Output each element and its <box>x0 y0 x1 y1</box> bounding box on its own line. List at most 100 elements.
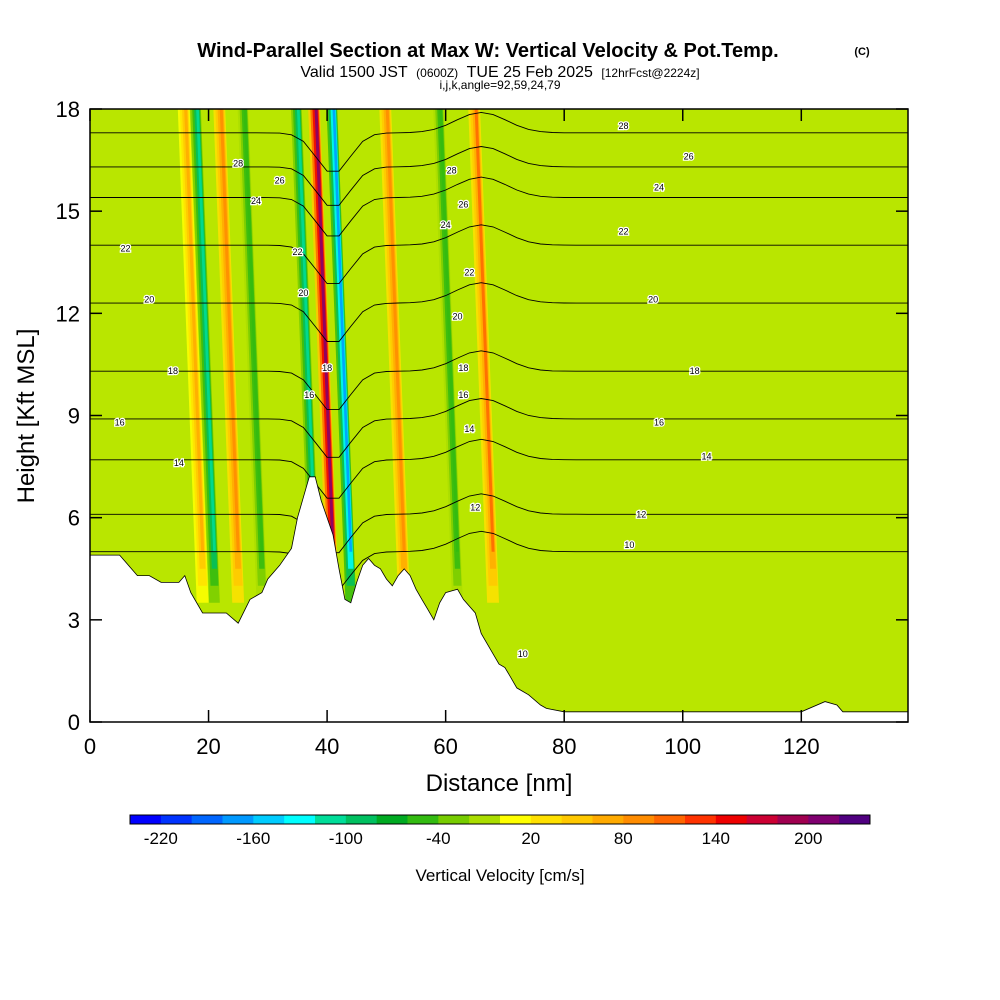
chart-subtitle: Valid 1500 JST (0600Z) TUE 25 Feb 2025 [… <box>300 64 699 81</box>
subtitle-forecast: [12hrFcst@2224z] <box>601 66 699 80</box>
colorbar-swatch-19 <box>715 815 748 824</box>
contour-label-19: 14 <box>464 424 474 434</box>
contour-label-6: 20 <box>298 288 308 298</box>
contour-label-10: 16 <box>304 390 314 400</box>
downdraft-band-0-3 <box>296 109 317 552</box>
colorbar-tick-label-2: -100 <box>329 829 363 848</box>
contour-label-9: 16 <box>115 417 125 427</box>
y-tick-label-1: 3 <box>68 608 80 633</box>
contour-label-25: 20 <box>648 295 658 305</box>
colorbar-swatch-6 <box>315 815 347 824</box>
copyright-mark: (C) <box>854 46 870 58</box>
colorbar-swatch-2 <box>191 815 223 824</box>
colorbar-swatch-15 <box>592 815 624 824</box>
colorbar-swatch-11 <box>469 815 501 824</box>
colorbar-swatch-1 <box>160 815 193 824</box>
y-tick-label-6: 18 <box>56 97 80 122</box>
contour-label-1: 26 <box>275 176 285 186</box>
colorbar-swatch-10 <box>438 815 470 824</box>
colorbar-swatch-23 <box>839 815 871 824</box>
y-tick-label-5: 15 <box>56 199 80 224</box>
downdraft-band-3-3 <box>439 109 459 552</box>
x-tick-label-4: 80 <box>552 734 576 759</box>
subtitle-date: TUE 25 Feb 2025 <box>467 64 593 81</box>
colorbar-swatch-16 <box>623 815 655 824</box>
colorbar-tick-label-1: -160 <box>236 829 270 848</box>
contour-label-29: 12 <box>636 509 646 519</box>
isentrope-16 <box>90 398 908 458</box>
colorbar-swatch-13 <box>530 815 563 824</box>
contour-label-28: 14 <box>701 451 711 461</box>
contour-label-26: 18 <box>690 366 700 376</box>
subtitle-valid: Valid 1500 JST <box>300 64 408 81</box>
colorbar: -220 -160 -100 -40 20 80 140 200 <box>129 814 871 848</box>
colorbar-tick-label-4: 20 <box>521 829 540 848</box>
contour-label-22: 26 <box>684 152 694 162</box>
isentrope-14 <box>90 438 908 499</box>
colorbar-tick-label-7: 200 <box>794 829 822 848</box>
updraft-band-4-3 <box>184 109 205 552</box>
colorbar-swatch-14 <box>561 815 593 824</box>
x-tick-label-6: 120 <box>783 734 820 759</box>
updraft-band-3-3 <box>385 109 406 552</box>
x-axis-label: Distance [nm] <box>426 770 573 797</box>
contour-label-0: 28 <box>233 158 243 168</box>
contour-label-20: 12 <box>470 502 480 512</box>
colorbar-swatch-0 <box>130 815 162 824</box>
colorbar-swatch-18 <box>685 815 717 824</box>
contour-label-13: 26 <box>458 199 468 209</box>
subtitle-utc: (0600Z) <box>416 66 458 80</box>
colorbar-swatch-5 <box>284 815 316 824</box>
colorbar-swatch-3 <box>222 815 254 824</box>
contour-label-31: 10 <box>518 649 528 659</box>
isentrope-24 <box>90 176 908 237</box>
colorbar-swatch-20 <box>746 815 778 824</box>
colorbar-swatch-21 <box>777 815 809 824</box>
contour-label-16: 20 <box>452 312 462 322</box>
downdraft-band-1-3 <box>332 109 353 552</box>
isentrope-26 <box>90 146 908 206</box>
downdraft-band-2-3 <box>196 109 216 552</box>
contour-label-15: 22 <box>464 267 474 277</box>
downdraft-band-4-3 <box>243 109 264 552</box>
terrain-mask <box>90 476 908 722</box>
contour-label-11: 14 <box>174 458 184 468</box>
contour-label-14: 24 <box>441 220 451 230</box>
x-tick-label-5: 100 <box>664 734 701 759</box>
y-tick-label-0: 0 <box>68 710 80 735</box>
chart-title: Wind-Parallel Section at Max W: Vertical… <box>197 40 778 62</box>
updraft-band-1-3 <box>219 109 240 552</box>
isentrope-10 <box>90 530 908 591</box>
colorbar-swatch-7 <box>345 815 378 824</box>
contour-label-23: 24 <box>654 182 664 192</box>
colorbar-tick-label-0: -220 <box>144 829 178 848</box>
colorbar-tick-label-5: 80 <box>614 829 633 848</box>
x-tick-label-3: 60 <box>433 734 457 759</box>
isentrope-28 <box>90 111 908 172</box>
isentrope-12 <box>90 493 908 554</box>
colorbar-swatch-12 <box>500 815 532 824</box>
contour-label-27: 16 <box>654 417 664 427</box>
contour-label-24: 22 <box>618 227 628 237</box>
isentrope-22 <box>90 224 908 285</box>
updraft-band-0-3 <box>314 109 335 552</box>
contour-label-5: 20 <box>144 295 154 305</box>
contour-label-7: 18 <box>168 366 178 376</box>
contour-label-30: 10 <box>624 540 634 550</box>
colorbar-tick-label-6: 140 <box>702 829 730 848</box>
colorbar-label: Vertical Velocity [cm/s] <box>415 866 584 885</box>
x-tick-label-0: 0 <box>84 734 96 759</box>
colorbar-swatch-22 <box>808 815 840 824</box>
colorbar-tick-label-3: -40 <box>426 829 451 848</box>
y-tick-label-2: 6 <box>68 506 80 531</box>
isentrope-18 <box>90 350 908 411</box>
y-tick-label-3: 9 <box>68 404 80 429</box>
x-tick-label-1: 20 <box>196 734 220 759</box>
contour-label-2: 24 <box>251 196 261 206</box>
grid-index-line: i,j,k,angle=92,59,24,79 <box>439 78 560 92</box>
y-tick-label-4: 12 <box>56 301 80 326</box>
colorbar-swatch-9 <box>407 815 439 824</box>
contour-label-18: 16 <box>458 390 468 400</box>
contour-label-17: 18 <box>458 363 468 373</box>
